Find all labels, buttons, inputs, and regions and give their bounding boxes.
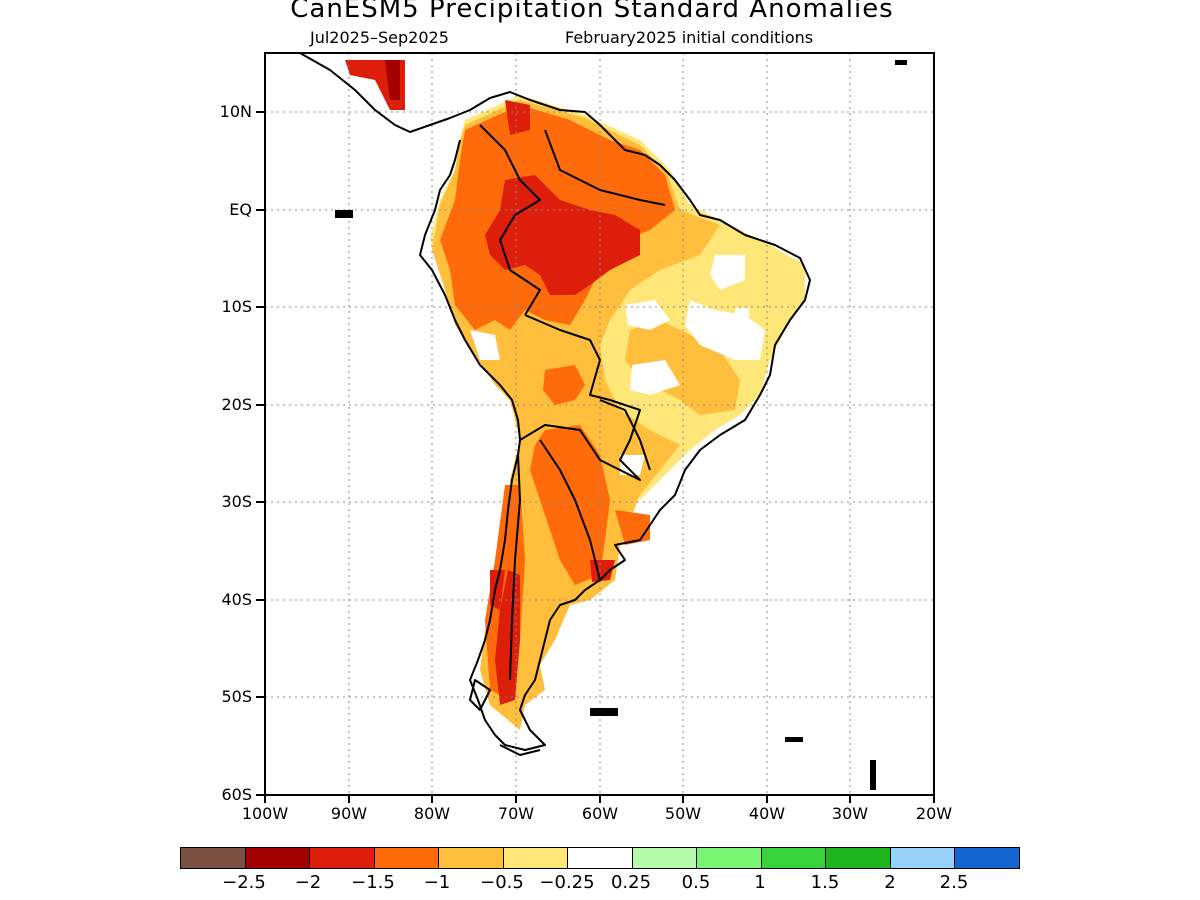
legend-label: −0.5 — [480, 872, 524, 893]
legend-swatch — [890, 848, 956, 868]
lon-label-60w: 60W — [581, 804, 619, 823]
legend-swatch — [310, 848, 375, 868]
anomaly-region-dark-red — [385, 60, 400, 100]
anomaly-region-red — [485, 175, 640, 295]
legend-swatch — [568, 848, 633, 868]
lat-label-60s: 60S — [221, 785, 252, 804]
islands — [335, 60, 907, 790]
lat-label-20s: 20S — [221, 395, 252, 414]
legend-label: 2 — [884, 872, 896, 893]
legend-label: −2 — [294, 872, 322, 893]
anomaly-region-neutral — [710, 255, 745, 290]
legend-swatch — [761, 848, 827, 868]
anomaly-region-neutral — [735, 308, 749, 326]
anomaly-region-orange — [615, 510, 650, 545]
lat-label-10s: 10S — [221, 297, 252, 316]
lon-label-40w: 40W — [748, 804, 786, 823]
lat-label-50s: 50S — [221, 687, 252, 706]
legend-label: −1.5 — [351, 872, 395, 893]
legend-swatch — [632, 848, 698, 868]
lat-label-eq: EQ — [229, 200, 252, 219]
legend-label: −0.25 — [539, 872, 595, 893]
legend-swatch — [245, 848, 311, 868]
lat-label-30s: 30S — [221, 492, 252, 511]
legend-label: 0.5 — [681, 872, 711, 893]
axis-ticks — [256, 111, 935, 803]
lat-label-40s: 40S — [221, 590, 252, 609]
gridlines — [265, 53, 934, 795]
lat-label-10n: 10N — [219, 102, 252, 121]
lon-label-20w: 20W — [915, 804, 953, 823]
legend-swatch — [955, 848, 1019, 868]
map-title: CanESM5 Precipitation Standard Anomalies — [290, 0, 894, 24]
legend-label: 2.5 — [939, 872, 969, 893]
lon-label-70w: 70W — [497, 804, 535, 823]
legend-swatch — [826, 848, 891, 868]
lon-label-80w: 80W — [413, 804, 451, 823]
legend-label: −1 — [423, 872, 451, 893]
legend-label: 1 — [754, 872, 766, 893]
legend-label: −2.5 — [222, 872, 266, 893]
anomaly-region-neutral — [620, 455, 645, 475]
legend-swatch — [374, 848, 440, 868]
lon-label-30w: 30W — [831, 804, 869, 823]
coastline — [299, 53, 811, 756]
anomaly-region-neutral — [630, 360, 680, 395]
initial-conditions: February2025 initial conditions — [565, 28, 814, 47]
legend-swatch — [697, 848, 762, 868]
anomaly-region-orange-light — [625, 320, 740, 415]
legend-color-bar — [180, 847, 1020, 869]
lon-label-100w: 100W — [241, 804, 289, 823]
legend-swatch — [439, 848, 504, 868]
anomaly-region-orange — [530, 425, 610, 585]
anomaly-region-neutral — [625, 300, 670, 330]
lon-label-90w: 90W — [330, 804, 368, 823]
lon-label-50w: 50W — [664, 804, 702, 823]
legend-label: 0.25 — [610, 872, 652, 893]
anomaly-field — [345, 60, 805, 730]
legend-swatch — [181, 848, 246, 868]
legend-swatch — [503, 848, 569, 868]
anomaly-region-red — [505, 100, 530, 135]
legend-label: 1.5 — [810, 872, 840, 893]
anomaly-region-neutral — [470, 330, 500, 360]
forecast-period: Jul2025–Sep2025 — [310, 28, 449, 47]
anomaly-region-orange — [543, 365, 585, 405]
